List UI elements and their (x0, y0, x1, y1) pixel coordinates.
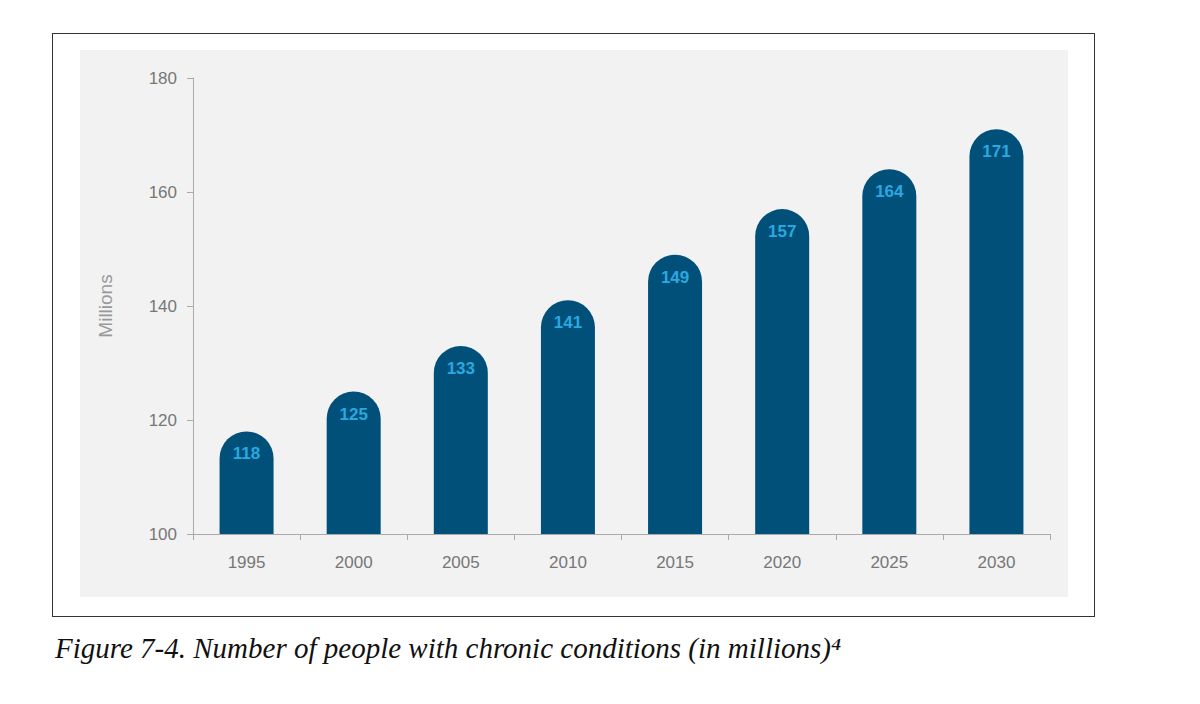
svg-text:141: 141 (554, 313, 582, 332)
svg-text:2020: 2020 (763, 553, 801, 572)
svg-text:2015: 2015 (656, 553, 694, 572)
svg-text:125: 125 (340, 405, 368, 424)
svg-text:149: 149 (661, 268, 689, 287)
svg-text:2025: 2025 (870, 553, 908, 572)
svg-text:100: 100 (149, 525, 177, 544)
svg-text:2000: 2000 (335, 553, 373, 572)
svg-text:140: 140 (149, 297, 177, 316)
svg-text:180: 180 (149, 69, 177, 88)
svg-text:2005: 2005 (442, 553, 480, 572)
svg-text:1995: 1995 (228, 553, 266, 572)
svg-text:164: 164 (875, 182, 904, 201)
svg-text:118: 118 (233, 444, 260, 463)
svg-text:133: 133 (447, 359, 475, 378)
svg-text:2010: 2010 (549, 553, 587, 572)
svg-text:160: 160 (149, 183, 177, 202)
svg-text:2030: 2030 (978, 553, 1016, 572)
svg-text:171: 171 (982, 142, 1010, 161)
svg-text:157: 157 (768, 222, 796, 241)
html-text:Figure 7-4. Number of people w: Figure 7-4. Number of people with chroni… (55, 632, 841, 664)
svg-text:Millions: Millions (95, 274, 116, 337)
svg-text:120: 120 (149, 411, 177, 430)
